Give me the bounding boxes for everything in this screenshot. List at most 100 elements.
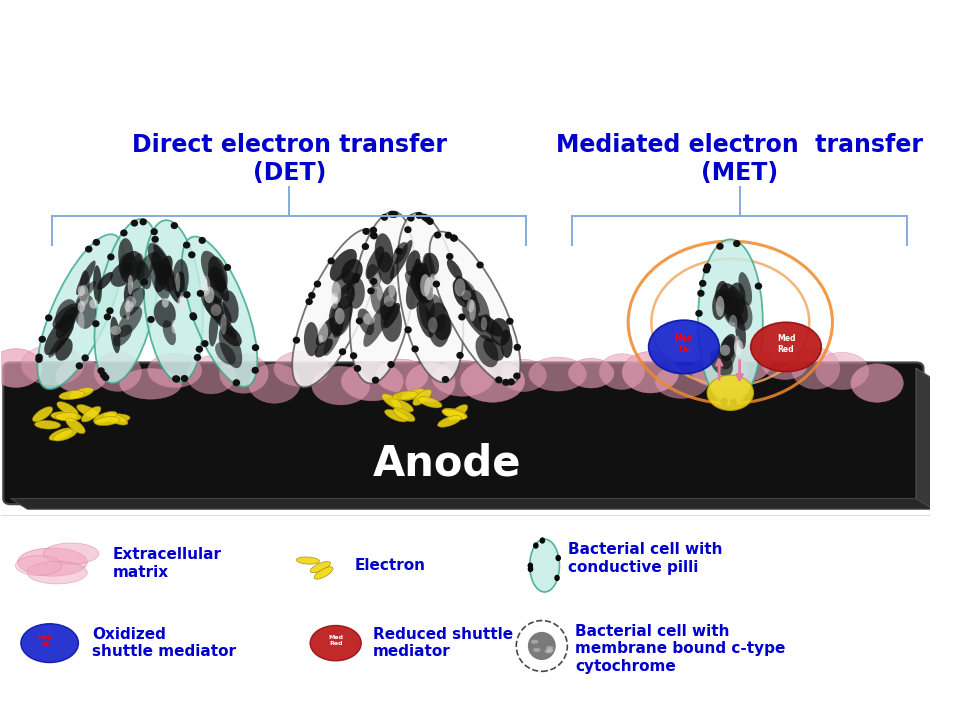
Ellipse shape — [395, 248, 403, 255]
Ellipse shape — [323, 321, 342, 356]
Ellipse shape — [734, 314, 745, 349]
Ellipse shape — [711, 289, 727, 320]
Ellipse shape — [530, 639, 538, 644]
Ellipse shape — [199, 282, 208, 294]
Ellipse shape — [450, 235, 457, 242]
Text: Anode: Anode — [373, 442, 521, 484]
Ellipse shape — [437, 416, 461, 427]
Ellipse shape — [346, 277, 364, 309]
Ellipse shape — [383, 303, 400, 329]
Ellipse shape — [530, 539, 559, 592]
Ellipse shape — [724, 282, 745, 323]
Polygon shape — [11, 498, 932, 509]
Ellipse shape — [334, 308, 344, 324]
Ellipse shape — [404, 226, 411, 233]
Ellipse shape — [309, 561, 330, 573]
Ellipse shape — [428, 317, 437, 333]
Ellipse shape — [220, 325, 241, 346]
Ellipse shape — [401, 389, 425, 401]
Ellipse shape — [728, 399, 736, 406]
Ellipse shape — [118, 238, 134, 273]
Ellipse shape — [422, 253, 434, 290]
Ellipse shape — [507, 378, 514, 385]
Ellipse shape — [21, 624, 79, 663]
Ellipse shape — [251, 367, 259, 374]
Ellipse shape — [162, 320, 176, 346]
Ellipse shape — [93, 411, 117, 423]
Ellipse shape — [178, 296, 185, 311]
Ellipse shape — [94, 416, 120, 426]
Ellipse shape — [55, 338, 73, 360]
Ellipse shape — [432, 274, 439, 285]
Ellipse shape — [654, 365, 707, 399]
Ellipse shape — [79, 285, 88, 306]
Ellipse shape — [389, 240, 412, 280]
Ellipse shape — [175, 273, 180, 292]
Ellipse shape — [350, 212, 414, 384]
Ellipse shape — [120, 251, 142, 283]
Ellipse shape — [715, 296, 724, 316]
Ellipse shape — [411, 346, 418, 353]
Ellipse shape — [546, 646, 553, 650]
Ellipse shape — [314, 338, 333, 358]
Ellipse shape — [193, 354, 201, 361]
Ellipse shape — [119, 368, 182, 399]
Ellipse shape — [720, 398, 727, 405]
Ellipse shape — [76, 281, 96, 304]
Ellipse shape — [370, 232, 378, 239]
Ellipse shape — [85, 246, 92, 253]
Ellipse shape — [456, 352, 463, 359]
Ellipse shape — [733, 340, 743, 355]
Ellipse shape — [182, 236, 257, 387]
Ellipse shape — [370, 278, 377, 285]
Ellipse shape — [718, 336, 735, 370]
Ellipse shape — [314, 567, 333, 579]
Ellipse shape — [415, 212, 422, 219]
Ellipse shape — [209, 310, 218, 346]
Ellipse shape — [131, 219, 138, 227]
Ellipse shape — [134, 253, 144, 280]
Text: Med
Ox: Med Ox — [37, 635, 53, 646]
Ellipse shape — [405, 270, 421, 292]
Ellipse shape — [77, 404, 99, 418]
Ellipse shape — [0, 348, 42, 387]
Ellipse shape — [57, 401, 78, 416]
Ellipse shape — [92, 239, 100, 246]
Text: Extracellular
matrix: Extracellular matrix — [112, 547, 222, 580]
Ellipse shape — [106, 307, 113, 314]
Ellipse shape — [720, 334, 736, 361]
Ellipse shape — [414, 258, 427, 302]
Ellipse shape — [516, 621, 567, 671]
Ellipse shape — [170, 222, 178, 229]
Ellipse shape — [406, 263, 428, 309]
Ellipse shape — [331, 292, 338, 309]
Ellipse shape — [308, 292, 315, 299]
Ellipse shape — [120, 229, 128, 236]
Ellipse shape — [332, 271, 355, 297]
Ellipse shape — [421, 214, 428, 221]
Ellipse shape — [128, 275, 133, 295]
Ellipse shape — [94, 219, 159, 383]
Ellipse shape — [482, 338, 504, 361]
Ellipse shape — [714, 281, 727, 307]
Text: Med
Red: Med Red — [328, 635, 343, 646]
Ellipse shape — [431, 360, 493, 396]
Ellipse shape — [175, 271, 185, 298]
Ellipse shape — [43, 543, 99, 564]
Ellipse shape — [382, 394, 402, 409]
Ellipse shape — [500, 359, 546, 392]
Ellipse shape — [233, 379, 240, 387]
Ellipse shape — [183, 291, 190, 298]
Polygon shape — [915, 368, 932, 509]
Ellipse shape — [648, 320, 719, 374]
Ellipse shape — [89, 299, 98, 309]
Ellipse shape — [416, 301, 433, 338]
Ellipse shape — [362, 313, 375, 325]
Ellipse shape — [341, 362, 403, 401]
Ellipse shape — [189, 314, 197, 321]
Text: Oxidized
shuttle mediator: Oxidized shuttle mediator — [92, 627, 236, 659]
Ellipse shape — [419, 287, 434, 330]
Ellipse shape — [390, 399, 413, 412]
Ellipse shape — [171, 320, 177, 333]
Ellipse shape — [425, 294, 445, 331]
